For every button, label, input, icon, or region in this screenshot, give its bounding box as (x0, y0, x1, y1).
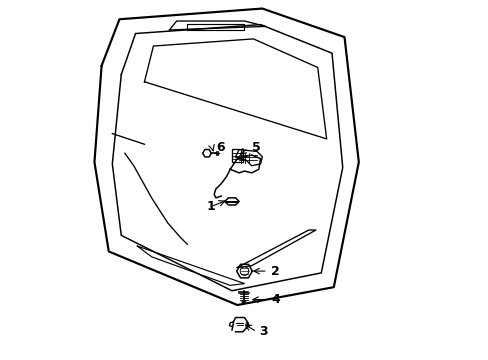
Text: 3: 3 (258, 325, 267, 338)
Bar (231, 149, 242, 162)
Text: 4: 4 (271, 293, 280, 306)
Text: 6: 6 (216, 141, 224, 154)
Text: 5: 5 (251, 141, 260, 154)
Text: 2: 2 (271, 265, 280, 278)
Text: 1: 1 (206, 200, 215, 213)
